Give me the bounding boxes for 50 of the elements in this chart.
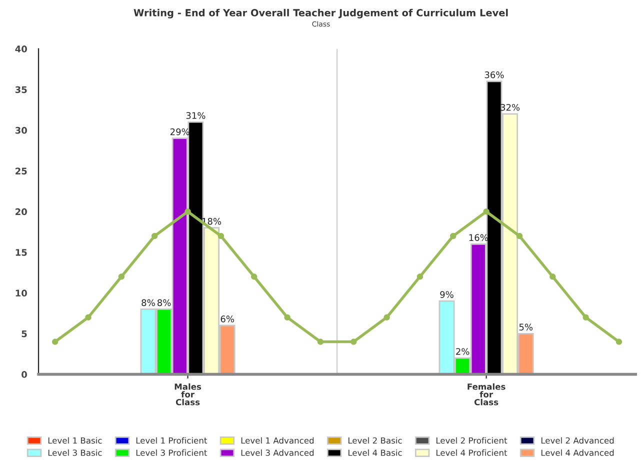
- point: [582, 314, 589, 320]
- data-label: 2%: [456, 348, 470, 355]
- y-tick-label: 15: [16, 249, 27, 256]
- x-tick-label: Females for Class: [468, 383, 506, 406]
- data-label: 31%: [186, 112, 206, 119]
- point: [450, 232, 456, 240]
- legend-label: Level 2 Basic: [348, 437, 402, 444]
- point: [516, 232, 523, 240]
- y-tick-label: 25: [16, 168, 27, 174]
- legend-label: Level 3 Advanced: [241, 449, 314, 456]
- point: [384, 314, 390, 320]
- legend-label: Level 2 Proficient: [436, 437, 508, 444]
- data-label: 8%: [158, 299, 171, 306]
- point: [85, 314, 92, 320]
- y-tick-label: 40: [15, 46, 27, 52]
- y-tick-label: 10: [16, 290, 27, 297]
- data-label: 5%: [519, 324, 533, 330]
- point: [483, 208, 490, 215]
- y-tick-label: 5: [22, 330, 27, 338]
- point: [284, 314, 290, 320]
- legend-label: Level 4 Proficient: [436, 449, 508, 456]
- point: [350, 338, 357, 345]
- point: [151, 232, 158, 240]
- point: [416, 274, 424, 280]
- legend-label: Level 1 Advanced: [241, 437, 314, 444]
- point: [616, 338, 622, 345]
- data-label: 6%: [220, 316, 234, 322]
- point: [317, 338, 324, 345]
- legend-label: Level 3 Basic: [48, 449, 102, 456]
- y-tick-label: 35: [15, 86, 27, 94]
- data-label: 8%: [142, 299, 155, 306]
- legend-label: Level 1 Basic: [48, 437, 102, 444]
- legend-label: Level 4 Advanced: [541, 449, 614, 456]
- legend-label: Level 3 Proficient: [136, 449, 208, 456]
- point: [118, 274, 125, 280]
- point: [52, 338, 58, 345]
- legend-label: Level 1 Proficient: [136, 437, 208, 444]
- legend-label: Level 2 Advanced: [541, 437, 614, 444]
- legend-label: Level 4 Basic: [348, 449, 402, 456]
- y-tick-label: 20: [16, 208, 27, 216]
- x-tick-label: Males for Class: [174, 383, 202, 406]
- data-label: 9%: [440, 291, 454, 298]
- point: [184, 208, 191, 215]
- point: [251, 274, 258, 280]
- data-label: 36%: [484, 71, 504, 78]
- point: [218, 232, 224, 240]
- y-tick-label: 0: [22, 371, 27, 378]
- y-tick-label: 30: [15, 126, 27, 134]
- point: [550, 274, 556, 280]
- chart-title: Writing - End of Year Overall Teacher Judgement of Curriculum Level: [134, 8, 508, 18]
